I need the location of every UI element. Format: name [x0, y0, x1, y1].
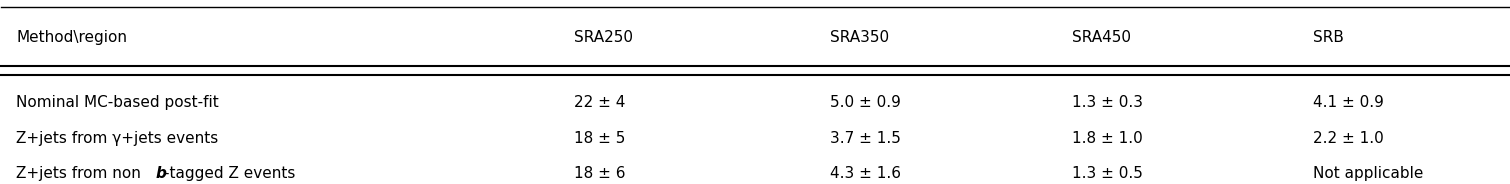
Text: 3.7 ± 1.5: 3.7 ± 1.5 [831, 131, 901, 146]
Text: 4.1 ± 0.9: 4.1 ± 0.9 [1312, 95, 1383, 110]
Text: Nominal MC-based post-fit: Nominal MC-based post-fit [17, 95, 219, 110]
Text: Not applicable: Not applicable [1312, 166, 1422, 181]
Text: SRA350: SRA350 [831, 30, 889, 45]
Text: SRB: SRB [1312, 30, 1344, 45]
Text: 18 ± 6: 18 ± 6 [574, 166, 625, 181]
Text: -tagged Z events: -tagged Z events [163, 166, 294, 181]
Text: SRA450: SRA450 [1072, 30, 1131, 45]
Text: 2.2 ± 1.0: 2.2 ± 1.0 [1312, 131, 1383, 146]
Text: 4.3 ± 1.6: 4.3 ± 1.6 [831, 166, 901, 181]
Text: 5.0 ± 0.9: 5.0 ± 0.9 [831, 95, 901, 110]
Text: b: b [156, 166, 166, 181]
Text: Z+jets from non: Z+jets from non [17, 166, 146, 181]
Text: Method\region: Method\region [17, 30, 127, 45]
Text: 1.8 ± 1.0: 1.8 ± 1.0 [1072, 131, 1142, 146]
Text: 22 ± 4: 22 ± 4 [574, 95, 625, 110]
Text: 18 ± 5: 18 ± 5 [574, 131, 625, 146]
Text: 1.3 ± 0.5: 1.3 ± 0.5 [1072, 166, 1143, 181]
Text: 1.3 ± 0.3: 1.3 ± 0.3 [1072, 95, 1143, 110]
Text: SRA250: SRA250 [574, 30, 633, 45]
Text: Z+jets from γ+jets events: Z+jets from γ+jets events [17, 131, 219, 146]
